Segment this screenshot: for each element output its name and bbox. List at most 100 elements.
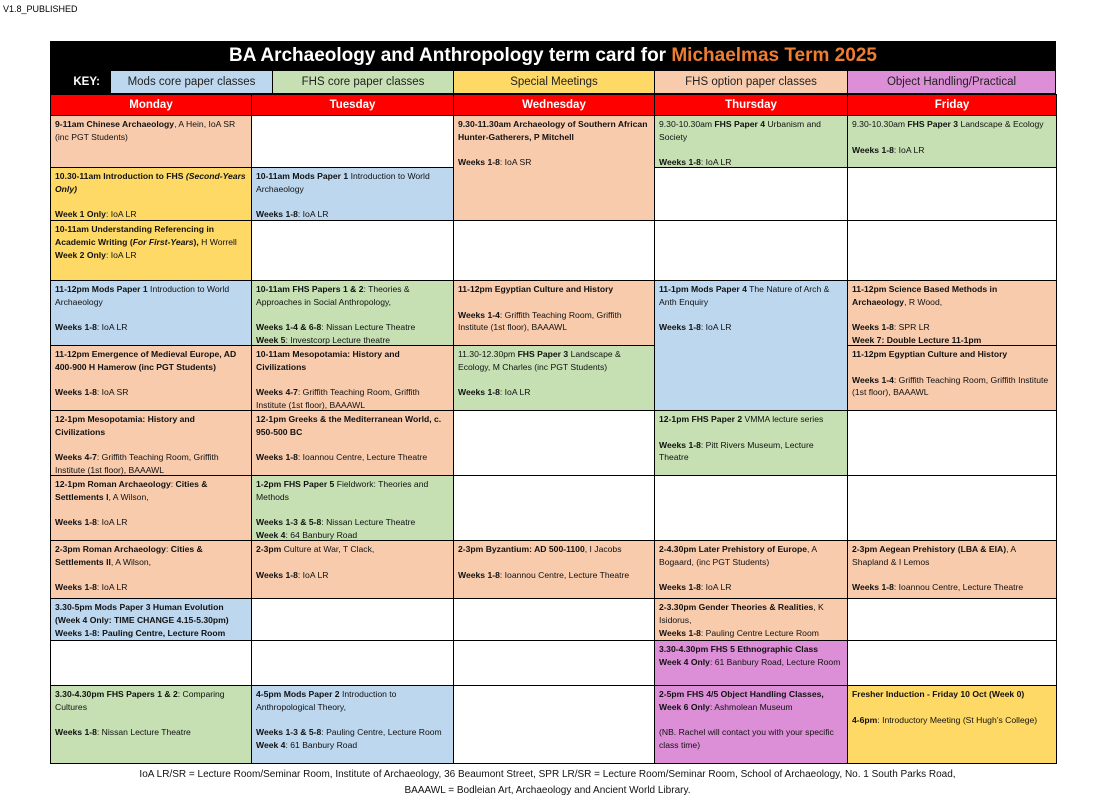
empty-cell	[654, 220, 848, 281]
cell-text: Weeks 1-8	[852, 144, 894, 155]
class-cell: 2-3pm Byzantium: AD 500-1100, I Jacobs We…	[453, 540, 655, 599]
cell-text: : Nissan Lecture Theatre	[321, 322, 416, 333]
empty-cell	[847, 640, 1057, 686]
class-cell: 2-3.30pm Gender Theories & Realities, K …	[654, 598, 848, 641]
cell-text: Landscape & Ecology, M Charles (inc PGT …	[458, 349, 621, 372]
cell-line: 11-12pm Emergence of Medieval Europe, AD…	[55, 348, 247, 374]
day-header-tuesday: Tuesday	[251, 94, 454, 116]
cell-text: (NB. Rachel will contact you with your s…	[659, 727, 834, 751]
cell-text: 2-5pm FHS 4/5 Object Handling Classes, W…	[659, 689, 824, 712]
cell-line: Week 4: 64 Banbury Road	[256, 529, 449, 541]
cell-line: Week 2 Only: IoA LR	[55, 249, 247, 262]
class-cell: 11-12pm Egyptian Culture and History Week…	[847, 345, 1057, 411]
cell-text: Weeks 1-8	[458, 387, 500, 398]
cell-text: 11-12pm Emergence of Medieval Europe, AD…	[55, 349, 237, 372]
empty-cell	[847, 598, 1057, 641]
cell-text: Culture at War, T Clack,	[281, 544, 375, 554]
empty-cell	[453, 475, 655, 541]
cell-line: 2-5pm FHS 4/5 Object Handling Classes, W…	[659, 688, 843, 714]
cell-line	[852, 131, 1052, 144]
cell-text: : Griffith Teaching Room, Griffith Insti…	[55, 452, 219, 476]
cell-text: , A Bogaard, (inc PGT Students)	[659, 544, 817, 567]
cell-line: 2-3pm Byzantium: AD 500-1100, I Jacobs	[458, 543, 650, 556]
cell-text: Weeks 1-8	[659, 439, 701, 450]
cell-text: Week 4	[256, 530, 286, 541]
class-cell: 11-12pm Egyptian Culture and History Week…	[453, 280, 655, 346]
cell-line	[256, 439, 449, 452]
key-mods: Mods core paper classes	[110, 70, 273, 94]
footer-note-1: IoA LR/SR = Lecture Room/Seminar Room, I…	[139, 769, 956, 780]
cell-text: , R Wood,	[904, 296, 943, 307]
title-prefix: BA Archaeology and Anthropology term car…	[229, 45, 672, 66]
cell-text: Weeks 1-8	[458, 157, 500, 168]
class-cell: 2-4.30pm Later Prehistory of Europe, A B…	[654, 540, 848, 599]
cell-line: Weeks 4-7: Griffith Teaching Room, Griff…	[256, 386, 449, 410]
class-cell: 11-1pm Mods Paper 4 The Nature of Arch &…	[654, 280, 848, 411]
cell-text: 9.30-11.30am Archaeology of Southern Afr…	[458, 119, 648, 142]
cell-line: 9.30-10.30am FHS Paper 3 Landscape & Eco…	[852, 118, 1052, 131]
cell-text: (Second-Years Only)	[55, 171, 246, 194]
class-cell: 11-12pm Emergence of Medieval Europe, AD…	[50, 345, 252, 411]
cell-line	[659, 144, 843, 157]
cell-line: Weeks 4-7: Griffith Teaching Room, Griff…	[55, 451, 247, 476]
cell-text: 4-6pm	[852, 714, 878, 725]
version-label: V1.8_PUBLISHED	[3, 4, 78, 14]
cell-text: : Ashmolean Museum	[709, 701, 793, 712]
cell-line	[659, 714, 843, 727]
cell-text: : IoA SR	[499, 157, 532, 168]
cell-line: Weeks 1-8: IoA LR	[659, 156, 843, 167]
cell-line	[256, 714, 449, 727]
cell-text: : IoA SR	[96, 387, 129, 398]
cell-line: 4-6pm: Introductory Meeting (St Hugh’s C…	[852, 714, 1052, 727]
cell-text: : Nissan Lecture Theatre	[96, 727, 191, 738]
cell-text: 12-1pm Greeks & the Mediterranean World,…	[256, 414, 442, 437]
class-cell: 10-11am FHS Papers 1 & 2: Theories & App…	[251, 280, 454, 346]
cell-text: , A Wilson,	[108, 491, 149, 502]
cell-line: Weeks 1-4: Griffith Teaching Room, Griff…	[852, 374, 1052, 400]
cell-text: 2-3.30pm Gender Theories & Realities	[659, 602, 814, 612]
cell-text: Weeks 1-8	[852, 582, 894, 593]
cell-text: 3.30-5pm Mods Paper 3 Human Evolution (W…	[55, 602, 229, 625]
cell-text: Weeks 1-8	[55, 727, 97, 738]
cell-line: 10.30-11am Introduction to FHS (Second-Y…	[55, 170, 247, 196]
cell-line	[256, 374, 449, 387]
cell-text: , A Shapland & I Lemos	[852, 544, 1016, 567]
cell-text: Week 2 Only	[55, 249, 106, 260]
cell-line: Weeks 1-8: SPR LR	[852, 321, 1052, 334]
cell-text: Weeks 4-7	[256, 387, 298, 398]
empty-cell	[453, 685, 655, 764]
cell-line: 2-3pm Culture at War, T Clack,	[256, 543, 449, 556]
cell-text: 2-3pm	[256, 544, 282, 554]
empty-cell	[453, 410, 655, 476]
cell-line: 10-11am Understanding Referencing in Aca…	[55, 223, 247, 249]
cell-text: : Comparing Cultures	[55, 689, 225, 712]
cell-line	[852, 309, 1052, 322]
cell-text: 9-11am Chinese Archaeology	[55, 119, 175, 129]
cell-line: Weeks 1-8: Pauling Centre, Lecture Room	[55, 627, 247, 640]
empty-cell	[251, 640, 454, 686]
cell-text: , A Wilson,	[110, 556, 152, 567]
cell-line: 1-2pm FHS Paper 5 Fieldwork: Theories an…	[256, 478, 449, 504]
cell-line: Weeks 1-4: Griffith Teaching Room, Griff…	[458, 309, 650, 335]
cell-text: : Griffith Teaching Room, Griffith Insti…	[852, 374, 1049, 398]
key-label: KEY:	[50, 70, 111, 94]
cell-line: 11-12pm Science Based Methods in Archaeo…	[852, 283, 1052, 309]
class-cell: 3.30-5pm Mods Paper 3 Human Evolution (W…	[50, 598, 252, 641]
cell-line: Weeks 1-8: Nissan Lecture Theatre	[55, 726, 247, 739]
empty-cell	[453, 220, 655, 281]
class-cell: 11-12pm Mods Paper 1 Introduction to Wor…	[50, 280, 252, 346]
key-fhs-core: FHS core paper classes	[272, 70, 454, 94]
cell-text: Week 7: Double Lecture 11-1pm	[852, 335, 982, 346]
cell-line: Weeks 1-8: IoA LR	[55, 321, 247, 334]
cell-text: : IoA LR	[499, 387, 531, 398]
cell-line: 2-3pm Roman Archaeology: Cities & Settle…	[55, 543, 247, 569]
cell-line: Weeks 1-8: IoA LR	[55, 516, 247, 529]
empty-cell	[50, 640, 252, 686]
class-cell: 9.30-10.30am FHS Paper 3 Landscape & Eco…	[847, 115, 1057, 168]
cell-line	[458, 374, 650, 387]
cell-line: Weeks 1-8: Pauling Centre Lecture Room	[659, 627, 843, 640]
cell-text: , K Isidorus,	[659, 602, 824, 625]
cell-text: Weeks 1-8	[55, 582, 97, 593]
cell-text: Weeks 1-8	[55, 322, 97, 333]
cell-line	[458, 296, 650, 309]
